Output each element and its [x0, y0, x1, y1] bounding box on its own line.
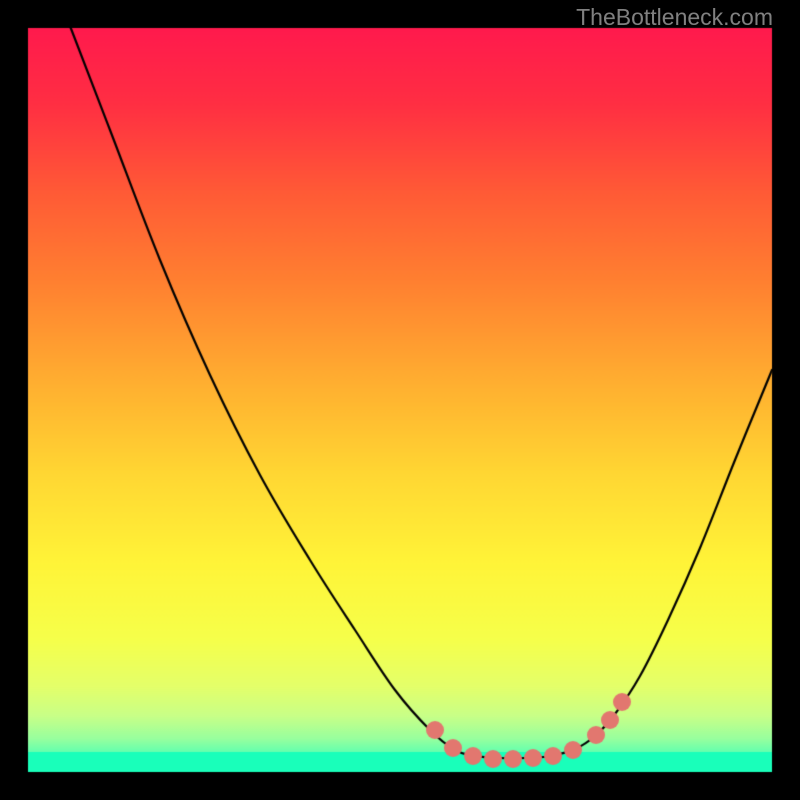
watermark-text: TheBottleneck.com	[576, 4, 773, 31]
bottleneck-curve	[0, 0, 800, 800]
chart-stage: TheBottleneck.com	[0, 0, 800, 800]
